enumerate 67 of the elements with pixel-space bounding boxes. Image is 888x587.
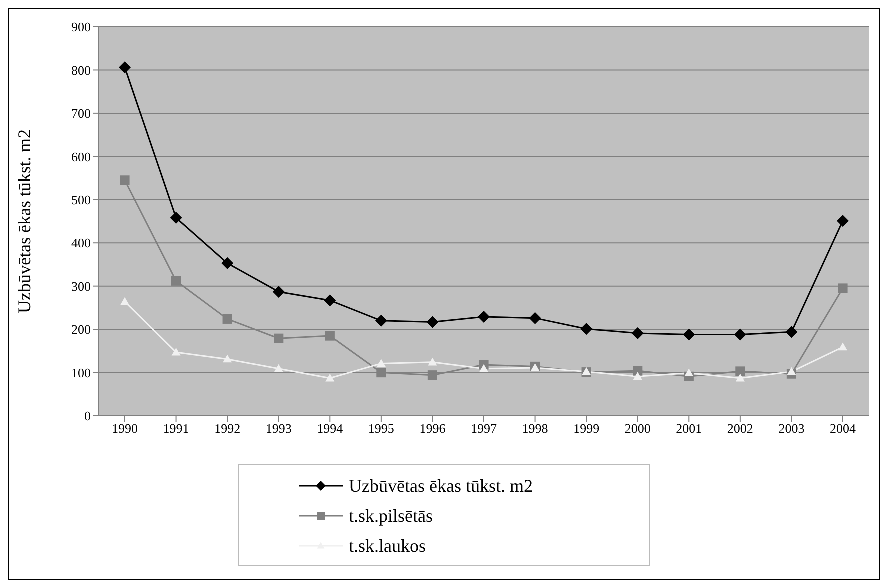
x-tick-label: 1993 xyxy=(266,421,292,436)
point xyxy=(170,212,182,224)
point xyxy=(683,328,696,341)
point xyxy=(222,257,234,270)
point xyxy=(734,328,746,341)
point xyxy=(838,342,848,351)
point xyxy=(837,215,849,228)
y-tick-label: 500 xyxy=(72,192,91,208)
x-tick-label: 2004 xyxy=(830,421,856,436)
x-tick-label: 2000 xyxy=(624,421,651,436)
point xyxy=(736,366,746,376)
point xyxy=(428,370,438,380)
point xyxy=(325,331,335,341)
legend-label: Uzbūvētas ēkas tūkst. m2 xyxy=(349,476,533,496)
point xyxy=(480,364,488,372)
point xyxy=(633,366,643,376)
x-tick-label: 1995 xyxy=(368,421,394,436)
point xyxy=(376,359,386,367)
point xyxy=(633,372,642,380)
y-axis-title: Uzbūvētas ēkas tūkst. m2 xyxy=(14,130,34,314)
point xyxy=(119,62,131,74)
point xyxy=(580,323,593,336)
y-tick-label: 900 xyxy=(72,20,91,35)
x-tick-label: 1998 xyxy=(522,421,548,436)
point xyxy=(787,367,796,376)
y-tick-label: 600 xyxy=(72,149,91,164)
point xyxy=(223,354,232,363)
point xyxy=(478,311,490,324)
x-tick-label: 1996 xyxy=(420,421,446,436)
point xyxy=(684,368,694,377)
point xyxy=(324,294,336,307)
point xyxy=(274,334,284,344)
point xyxy=(375,314,388,327)
point xyxy=(838,284,848,294)
point xyxy=(171,276,182,286)
point xyxy=(120,176,130,186)
point xyxy=(632,327,644,340)
x-tick-label: 1999 xyxy=(574,421,600,436)
y-tick-label: 700 xyxy=(72,106,91,122)
x-tick-label: 1991 xyxy=(163,421,190,436)
x-tick-label: 2001 xyxy=(676,421,702,436)
y-tick-label: 200 xyxy=(72,322,91,338)
point xyxy=(736,374,745,382)
point xyxy=(426,316,439,328)
x-tick-label: 2003 xyxy=(778,421,805,436)
x-tick-label: 1992 xyxy=(214,421,241,436)
y-tick-label: 300 xyxy=(72,278,91,294)
x-tick-label: 2002 xyxy=(727,421,754,436)
point xyxy=(529,312,542,324)
y-tick-label: 400 xyxy=(72,236,91,251)
point xyxy=(376,368,386,378)
legend-label: t.sk.pilsētās xyxy=(349,506,433,526)
legend-label: t.sk.laukos xyxy=(349,536,426,556)
y-tick-label: 0 xyxy=(84,408,91,424)
point xyxy=(222,314,232,324)
point xyxy=(272,286,285,298)
point xyxy=(786,326,798,338)
point xyxy=(428,358,438,366)
y-tick-label: 100 xyxy=(72,365,91,380)
x-tick-label: 1994 xyxy=(317,421,344,436)
x-tick-label: 1997 xyxy=(471,421,498,436)
point xyxy=(274,364,284,372)
x-tick-label: 1990 xyxy=(112,421,138,436)
y-tick-label: 800 xyxy=(72,62,91,78)
point xyxy=(120,297,130,306)
point xyxy=(172,348,181,356)
point xyxy=(326,374,335,382)
